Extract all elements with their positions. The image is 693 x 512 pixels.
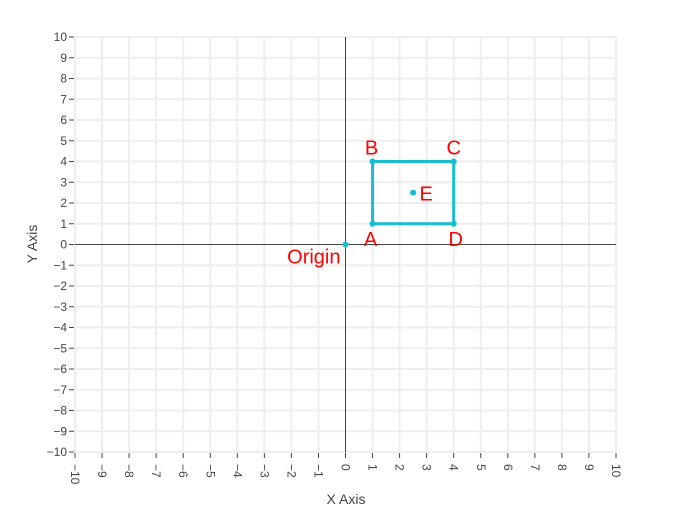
x-tick-label: −1 <box>311 464 325 478</box>
y-tick-label: 10 <box>54 30 68 44</box>
y-axis-title: Y Axis <box>24 225 40 264</box>
x-tick-label: 2 <box>393 464 407 471</box>
x-tick-label: −3 <box>257 464 271 478</box>
x-tick-label: −8 <box>122 464 136 478</box>
y-tick-label: 9 <box>60 51 67 65</box>
x-tick-label: 5 <box>474 464 488 471</box>
point-label-c: C <box>446 138 460 160</box>
x-tick-label: −2 <box>284 464 298 478</box>
y-tick-label: 4 <box>60 155 67 169</box>
y-tick-label: −10 <box>47 445 68 459</box>
point-e <box>410 189 417 196</box>
point-b <box>369 158 376 165</box>
y-tick-label: −2 <box>53 279 67 293</box>
y-tick-label: 6 <box>60 113 67 127</box>
y-tick-label: −8 <box>53 404 67 418</box>
x-tick-label: −4 <box>230 464 244 478</box>
y-tick-label: −6 <box>53 362 67 376</box>
y-tick-label: −4 <box>53 321 67 335</box>
y-tick-label: 2 <box>60 196 67 210</box>
y-tick-label: −3 <box>53 300 67 314</box>
x-tick-label: −5 <box>203 464 217 478</box>
point-labels: Origin A B C D E <box>287 138 463 269</box>
point-label-d: D <box>448 229 462 251</box>
y-tick-label: 3 <box>60 175 67 189</box>
x-tick-label: 9 <box>582 464 596 471</box>
y-tick-label: −9 <box>53 424 67 438</box>
y-tick-label: 8 <box>60 72 67 86</box>
point-origin <box>342 241 349 248</box>
point-label-b: B <box>365 138 378 160</box>
x-axis-title: X Axis <box>327 491 366 507</box>
y-tick-label: 7 <box>60 92 67 106</box>
x-tick-label: 4 <box>447 464 461 471</box>
point-label-origin: Origin <box>287 247 340 269</box>
x-tick-label: 1 <box>366 464 380 471</box>
x-tick-label: −10 <box>68 464 82 485</box>
point-label-e: E <box>419 184 432 206</box>
x-tick-label: −7 <box>149 464 163 478</box>
y-tick-label: −1 <box>53 258 67 272</box>
x-tick-label: −9 <box>95 464 109 478</box>
x-tick-label: 10 <box>609 464 623 478</box>
point-d <box>450 220 457 227</box>
x-tick-label: 3 <box>420 464 434 471</box>
y-tick-label: −7 <box>53 383 67 397</box>
x-tick-label: −6 <box>176 464 190 478</box>
y-tick-label: −5 <box>53 341 67 355</box>
y-tick-label: 0 <box>60 238 67 252</box>
x-tick-label: 0 <box>339 464 353 471</box>
y-tick-label: 1 <box>60 217 67 231</box>
point-label-a: A <box>364 229 378 251</box>
x-tick-label: 6 <box>501 464 515 471</box>
trace <box>342 158 457 248</box>
y-tick-label: 5 <box>60 134 67 148</box>
x-tick-label: 8 <box>555 464 569 471</box>
point-c <box>450 158 457 165</box>
point-a <box>369 220 376 227</box>
x-tick-label: 7 <box>528 464 542 471</box>
